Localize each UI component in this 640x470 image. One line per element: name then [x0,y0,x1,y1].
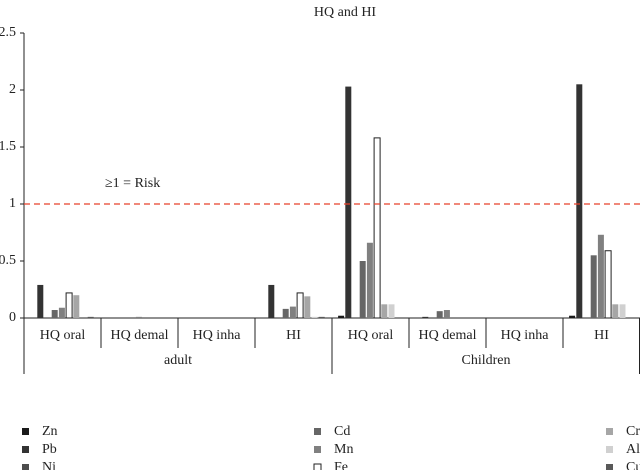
y-tick-label: 1.5 [0,139,16,154]
y-tick-label: 2.5 [0,25,16,40]
legend-swatch [314,428,321,435]
bar [338,315,345,318]
bar [51,310,58,318]
y-tick-label: 0.5 [0,253,16,268]
y-tick-label: 1 [9,196,16,211]
legend-swatch [22,428,29,435]
legend-label: Cr [626,424,640,439]
legend-swatch [313,463,322,470]
bar [37,284,44,318]
chart-title: HQ and HI [314,5,377,20]
bar [604,250,612,319]
legend-label: Ni [42,460,56,470]
legend-label: Fe [334,460,348,470]
y-tick-label: 2 [9,82,16,97]
bar [268,284,275,318]
legend-swatch [22,446,29,453]
x-tick-label: HQ oral [348,328,394,343]
bar [345,86,352,318]
bar [590,255,597,318]
x-tick-label: HQ inha [501,328,550,343]
bar [296,292,304,319]
bar [282,308,289,318]
bar [373,137,381,319]
x-tick-label: HQ inha [193,328,242,343]
x-tick-label: HI [286,328,301,343]
x-tick-label: HQ demal [111,328,169,343]
legend-label: Al [626,442,640,457]
group-label: Children [462,353,511,368]
bar [612,304,619,318]
bar [619,304,626,318]
legend-swatch [314,446,321,453]
x-tick-label: HQ oral [40,328,86,343]
threshold-label: ≥1 = Risk [105,176,160,191]
legend-swatch [22,464,29,470]
bar [311,316,318,318]
bar [65,292,73,319]
y-tick-label: 0 [9,310,16,325]
bar [87,316,94,318]
x-tick-label: HQ demal [419,328,477,343]
bar [289,306,296,318]
group-label: adult [164,353,192,368]
bar [135,316,142,318]
bar [381,304,388,318]
legend-label: Cd [334,424,350,439]
bar [73,295,80,318]
bar [576,84,583,318]
bar [366,242,373,318]
bar [318,316,325,318]
x-tick-label: HI [594,328,609,343]
bar [422,316,429,318]
legend-swatch [606,446,613,453]
bar [436,311,443,318]
legend-label: Cu [626,460,640,470]
bar [359,261,366,318]
bar [569,315,576,318]
bar [58,307,65,318]
bar [304,296,311,318]
bar [443,310,450,318]
bar [388,304,395,318]
legend-swatch [606,428,613,435]
bar [597,234,604,318]
legend-label: Mn [334,442,353,457]
legend-label: Zn [42,424,58,439]
legend-label: Pb [42,442,57,457]
legend-swatch [606,464,613,470]
